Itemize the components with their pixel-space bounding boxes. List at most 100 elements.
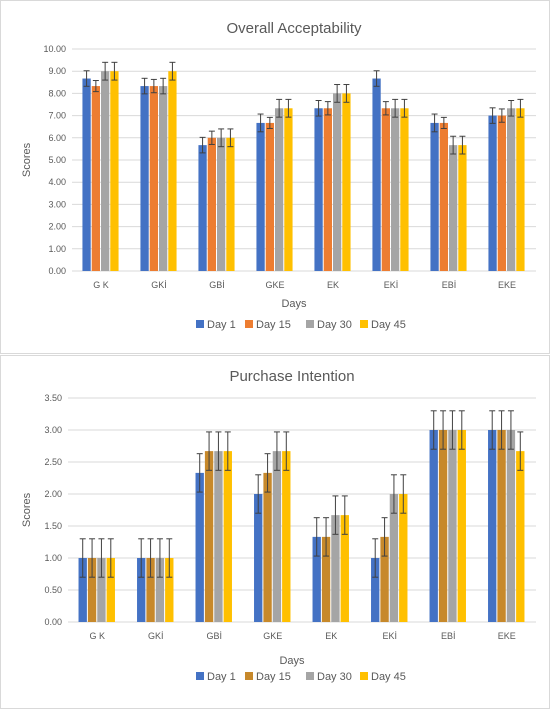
purchase-intention-bar: [146, 558, 155, 622]
overall-acceptability-bar: [372, 78, 381, 271]
overall-acceptability-ytick-label: 2.00: [48, 222, 66, 232]
purchase-intention-bar: [254, 494, 263, 622]
purchase-intention-ytick-label: 0.50: [44, 585, 62, 595]
overall-acceptability-bar: [323, 108, 332, 271]
purchase-intention-bar: [331, 515, 340, 622]
overall-acceptability-bar: [314, 108, 323, 271]
purchase-intention-bar: [506, 430, 516, 622]
purchase-intention-bar: [438, 430, 448, 622]
purchase-intention-category-label: GKİ: [148, 631, 164, 641]
overall-acceptability-legend-label: Day 15: [256, 319, 291, 331]
purchase-intention-bar: [165, 558, 174, 622]
overall-acceptability-legend-swatch: [360, 320, 368, 328]
purchase-intention-category-label: EBİ: [441, 631, 456, 641]
overall-acceptability-legend-label: Day 45: [371, 319, 406, 331]
overall-acceptability-category-label: G K: [93, 280, 109, 290]
overall-acceptability-ytick-label: 9.00: [48, 66, 66, 76]
purchase-intention-title: Purchase Intention: [229, 368, 354, 385]
purchase-intention-bar: [371, 558, 380, 622]
overall-acceptability-category-label: EBİ: [442, 280, 457, 290]
overall-acceptability-bar: [256, 122, 265, 272]
overall-acceptability-legend-label: Day 30: [317, 319, 352, 331]
purchase-intention-ytick-label: 3.50: [44, 393, 62, 403]
purchase-intention-legend-swatch: [306, 672, 314, 680]
overall-acceptability-ytick-label: 4.00: [48, 177, 66, 187]
overall-acceptability-category-label: GKİ: [151, 280, 167, 290]
overall-acceptability-bar: [217, 137, 226, 271]
overall-acceptability-bar: [497, 115, 506, 271]
overall-acceptability-category-label: EKE: [498, 280, 516, 290]
purchase-intention-bar: [389, 494, 399, 622]
overall-acceptability-ytick-label: 6.00: [48, 133, 66, 143]
overall-acceptability-bar: [391, 108, 400, 271]
purchase-intention-bar: [457, 430, 466, 622]
overall-acceptability-bar: [381, 108, 390, 271]
purchase-intention-bar: [488, 430, 497, 622]
purchase-intention-bar: [87, 558, 97, 622]
purchase-intention-category-label: EK: [325, 631, 337, 641]
purchase-intention-ytick-label: 0.00: [44, 617, 62, 627]
purchase-intention-bar: [272, 451, 282, 622]
overall-acceptability-ytick-label: 10.00: [43, 44, 66, 54]
overall-acceptability-bar: [91, 86, 100, 271]
overall-acceptability-y-axis-title: Scores: [21, 142, 33, 177]
purchase-intention-y-axis-title: Scores: [21, 492, 33, 527]
purchase-intention-legend-swatch: [245, 672, 253, 680]
purchase-intention-bar: [155, 558, 165, 622]
overall-acceptability-ytick-label: 0.00: [48, 266, 66, 276]
overall-acceptability-legend-swatch: [245, 320, 253, 328]
purchase-intention-bar: [312, 536, 321, 622]
purchase-intention-ytick-label: 2.50: [44, 457, 62, 467]
overall-acceptability-ytick-label: 8.00: [48, 88, 66, 98]
overall-acceptability-ytick-label: 1.00: [48, 244, 66, 254]
purchase-intention-category-label: G K: [89, 631, 105, 641]
overall-acceptability-bar: [101, 71, 110, 271]
purchase-intention-bar: [223, 451, 232, 622]
purchase-intention-legend-label: Day 1: [207, 671, 236, 683]
purchase-intention-bar: [214, 451, 223, 622]
overall-acceptability-bar: [449, 145, 458, 271]
purchase-intention-bar: [516, 451, 525, 622]
overall-acceptability-bar: [140, 86, 149, 271]
overall-acceptability-bar: [488, 115, 497, 271]
overall-acceptability-category-label: GKE: [265, 280, 284, 290]
overall-acceptability-legend-swatch: [306, 320, 314, 328]
purchase-intention-bar: [321, 536, 331, 622]
purchase-intention-bar: [340, 515, 349, 622]
purchase-intention-bar: [78, 558, 87, 622]
overall-acceptability-bar: [333, 93, 342, 272]
overall-acceptability-bar: [110, 71, 119, 271]
purchase-intention-legend-label: Day 45: [371, 671, 406, 683]
overall-acceptability-bar: [458, 145, 467, 271]
overall-acceptability-bar: [168, 71, 177, 271]
overall-acceptability-legend-swatch: [196, 320, 204, 328]
purchase-intention-bar: [204, 451, 214, 622]
overall-acceptability-ytick-label: 7.00: [48, 111, 66, 121]
purchase-intention-bar: [97, 558, 106, 622]
overall-acceptability-bar: [342, 93, 351, 272]
purchase-intention-category-label: EKE: [498, 631, 516, 641]
overall-acceptability-ytick-label: 5.00: [48, 155, 66, 165]
overall-acceptability-bar: [207, 137, 216, 271]
overall-acceptability-category-label: GBİ: [209, 280, 225, 290]
purchase-intention-category-label: GKE: [263, 631, 282, 641]
purchase-intention-ytick-label: 2.00: [44, 489, 62, 499]
overall-acceptability-ytick-label: 3.00: [48, 199, 66, 209]
purchase-intention-bar: [106, 558, 115, 622]
purchase-intention-bar: [263, 472, 272, 622]
overall-acceptability-x-axis-title: Days: [281, 298, 307, 310]
purchase-intention-ytick-label: 1.00: [44, 553, 62, 563]
purchase-intention-legend-label: Day 15: [256, 671, 291, 683]
overall-acceptability-bar: [439, 122, 448, 272]
overall-acceptability-bar: [400, 108, 409, 271]
purchase-intention-legend-swatch: [196, 672, 204, 680]
overall-acceptability-legend-label: Day 1: [207, 319, 236, 331]
overall-acceptability-bar: [226, 137, 235, 271]
purchase-intention-category-label: GBİ: [206, 631, 222, 641]
purchase-intention-bar: [399, 494, 408, 622]
overall-acceptability-bar: [149, 86, 158, 271]
purchase-intention-bar: [429, 430, 438, 622]
purchase-intention-bar: [282, 451, 291, 622]
purchase-intention-legend-label: Day 30: [317, 671, 352, 683]
purchase-intention-bar: [380, 536, 389, 622]
